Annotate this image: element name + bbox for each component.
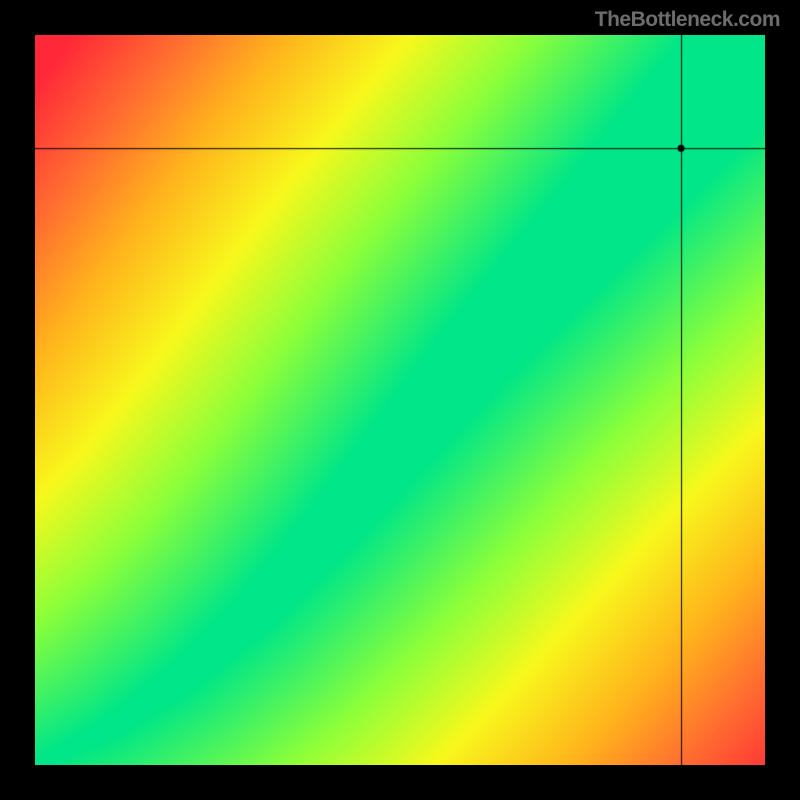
heatmap-canvas (35, 35, 765, 765)
watermark-text: TheBottleneck.com (595, 8, 780, 32)
heatmap-plot (35, 35, 765, 765)
